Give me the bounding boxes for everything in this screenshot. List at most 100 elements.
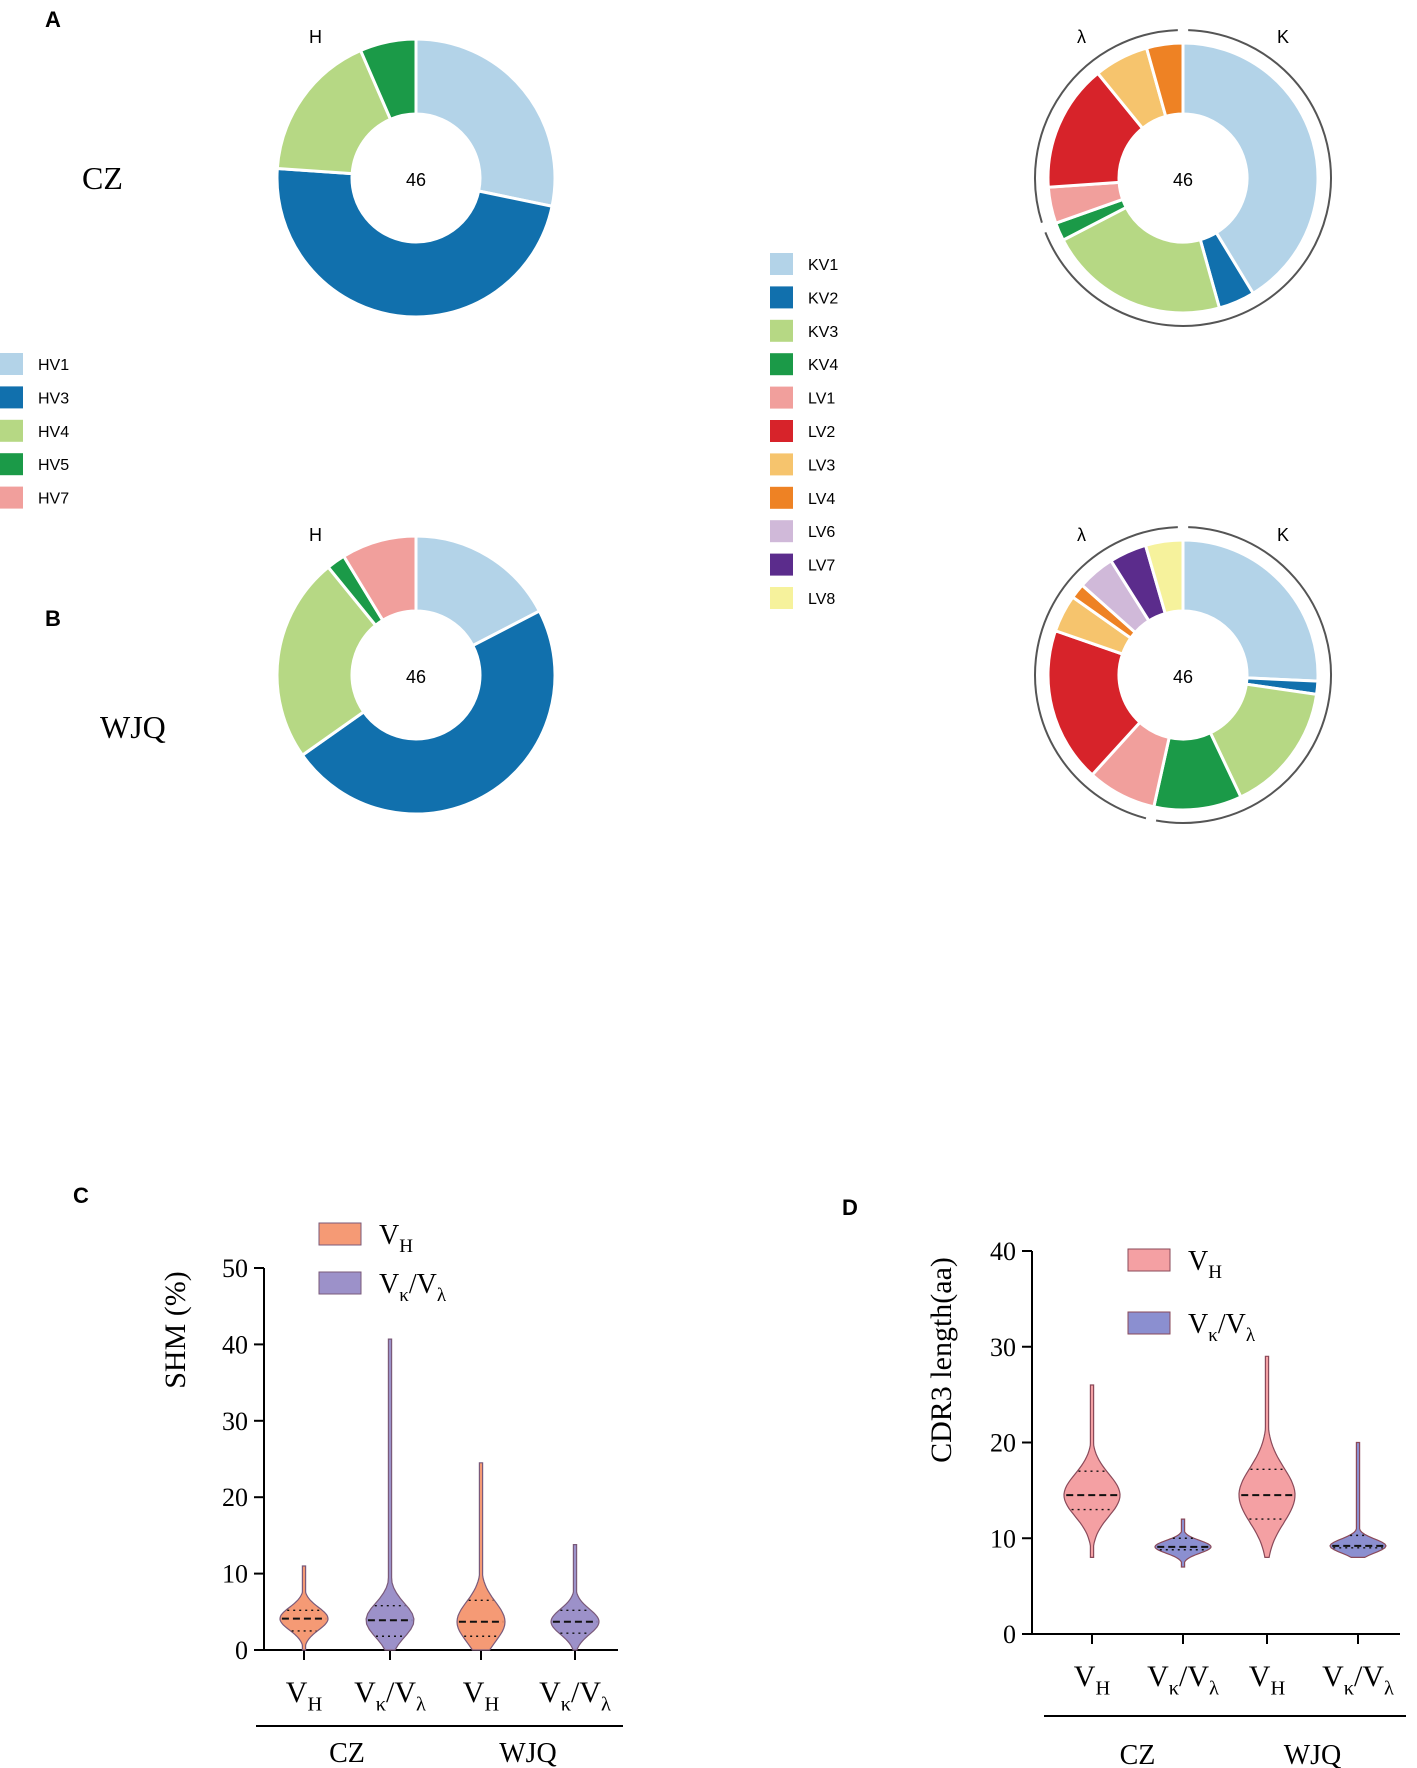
donut-slice-lv2	[1046, 628, 1143, 777]
donut-cz-light	[1034, 29, 1332, 327]
kappa-bracket-arc	[1155, 526, 1333, 824]
lambda-bracket-arc	[1034, 526, 1178, 820]
panel-label-b: B	[45, 606, 61, 631]
donut-cz-light-center: 46	[1173, 170, 1193, 190]
legend-label-lv8: LV8	[808, 591, 835, 608]
legend-label-lv1: LV1	[808, 391, 835, 408]
legend-label-lv7: LV7	[808, 558, 835, 575]
d-y-axis: 0 10 20 30 40	[990, 1237, 1400, 1649]
violin-wjq-vh	[1238, 1355, 1296, 1558]
donut-a-kappa-label: K	[1277, 27, 1289, 47]
donut-slice-lv4	[1144, 41, 1185, 119]
donut-slice-hv1	[414, 37, 557, 209]
c-legend-swatch-1	[318, 1271, 362, 1295]
donut-slice-kv1	[1181, 41, 1320, 296]
c-x-label-0: VH	[286, 1676, 323, 1715]
legend-swatch-kv3	[770, 319, 793, 342]
d-x-label-3: Vκ/Vλ	[1322, 1660, 1394, 1699]
legend-heavy-genes: HV1 HV3 HV4 HV5 HV7	[0, 353, 69, 509]
c-violins	[279, 1338, 600, 1651]
legend-swatch-lv7	[770, 553, 793, 576]
d-x-label-2: VH	[1249, 1660, 1286, 1699]
c-legend-label-0: VH	[379, 1220, 413, 1257]
panel-label-c: C	[73, 1183, 89, 1208]
c-group-label-cz: CZ	[329, 1738, 365, 1768]
c-group-label-wjq: WJQ	[499, 1738, 557, 1768]
c-legend: VH Vκ/Vλ	[318, 1220, 447, 1306]
legend-label-hv1: HV1	[38, 357, 69, 374]
violin-plot-cdr3: 0 10 20 30 40 VH Vκ/Vλ VH Vκ/Vλ CZ WJQ VH Vκ/Vλ CD…	[925, 1237, 1406, 1768]
donut-slice-kv3	[1061, 205, 1222, 315]
c-y-tick-label: 40	[222, 1330, 248, 1359]
donut-wjq-heavy	[275, 534, 557, 816]
legend-label-hv5: HV5	[38, 457, 69, 474]
c-x-tick-labels: VH Vκ/Vλ VH Vκ/Vλ CZ WJQ	[256, 1676, 623, 1768]
donut-slice-hv1	[414, 534, 542, 648]
d-y-tick-label: 10	[990, 1524, 1016, 1553]
legend-swatch-lv3	[770, 453, 793, 476]
legend-label-kv4: KV4	[808, 357, 838, 374]
c-y-tick-label: 50	[222, 1254, 248, 1283]
row-label-cz: CZ	[82, 160, 123, 196]
c-x-label-3: Vκ/Vλ	[539, 1676, 611, 1715]
legend-swatch-kv2	[770, 286, 793, 309]
donut-cz-heavy-center: 46	[406, 170, 426, 190]
legend-label-kv3: KV3	[808, 324, 838, 341]
d-y-axis-title: CDR3 length(aa)	[925, 1257, 958, 1463]
legend-swatch-lv1	[770, 386, 793, 409]
legend-swatch-kv4	[770, 353, 793, 376]
violin-wjq-v-v	[550, 1544, 600, 1651]
donut-slice-hv3	[275, 166, 554, 319]
d-group-label-wjq: WJQ	[1284, 1740, 1342, 1768]
d-x-tick-labels: VH Vκ/Vλ VH Vκ/Vλ CZ WJQ	[1044, 1660, 1406, 1768]
donut-slice-hv5	[358, 37, 418, 122]
violin-wjq-v-v	[1329, 1441, 1387, 1558]
d-x-label-1: Vκ/Vλ	[1147, 1660, 1219, 1699]
legend-swatch-lv4	[770, 486, 793, 509]
legend-swatch-hv5	[0, 453, 23, 476]
panel-label-d: D	[842, 1195, 858, 1220]
violin-wjq-vh	[456, 1462, 506, 1651]
legend-light-genes: KV1 KV2 KV3 KV4 LV1 LV2 LV3 LV4 LV6 LV7 LV8	[770, 253, 838, 609]
c-x-label-2: VH	[463, 1676, 500, 1715]
d-y-tick-label: 40	[990, 1237, 1016, 1266]
c-y-tick-label: 20	[222, 1483, 248, 1512]
donut-b-heavy-label: H	[309, 525, 322, 545]
legend-swatch-lv6	[770, 520, 793, 543]
d-y-tick-label: 20	[990, 1429, 1016, 1458]
donut-wjq-light-center: 46	[1173, 667, 1193, 687]
legend-label-lv2: LV2	[808, 424, 835, 441]
legend-swatch-hv1	[0, 353, 23, 375]
donut-b-kappa-label: K	[1277, 525, 1289, 545]
donut-slice-hv4	[275, 48, 393, 176]
donut-wjq-light	[1034, 526, 1333, 824]
d-y-tick-label: 30	[990, 1333, 1016, 1362]
legend-swatch-kv1	[770, 253, 793, 275]
c-y-axis: 0 10 20 30 40 50	[222, 1254, 618, 1665]
legend-label-lv3: LV3	[808, 457, 835, 474]
donut-slice-hv4	[275, 565, 378, 758]
donut-b-lambda-label: λ	[1077, 525, 1086, 545]
legend-swatch-lv8	[770, 587, 793, 609]
donut-slice-hv3	[300, 609, 557, 816]
legend-label-kv1: KV1	[808, 257, 838, 274]
c-x-label-1: Vκ/Vλ	[354, 1676, 426, 1715]
legend-label-lv6: LV6	[808, 524, 835, 541]
legend-label-hv4: HV4	[38, 424, 69, 441]
lambda-bracket-arc	[1034, 29, 1178, 223]
row-label-wjq: WJQ	[100, 709, 166, 745]
d-legend-swatch-0	[1127, 1248, 1171, 1272]
d-legend-label-1: Vκ/Vλ	[1188, 1309, 1256, 1346]
c-y-axis-title: SHM (%)	[159, 1271, 192, 1389]
legend-swatch-hv3	[0, 386, 23, 409]
c-legend-swatch-0	[318, 1222, 362, 1246]
legend-swatch-hv7	[0, 486, 23, 509]
d-group-label-cz: CZ	[1120, 1740, 1156, 1768]
d-legend: VH Vκ/Vλ	[1127, 1246, 1256, 1346]
legend-label-hv7: HV7	[38, 491, 69, 508]
legend-swatch-lv2	[770, 420, 793, 442]
d-x-label-0: VH	[1074, 1660, 1111, 1699]
donut-slice-lv8	[1143, 538, 1185, 616]
